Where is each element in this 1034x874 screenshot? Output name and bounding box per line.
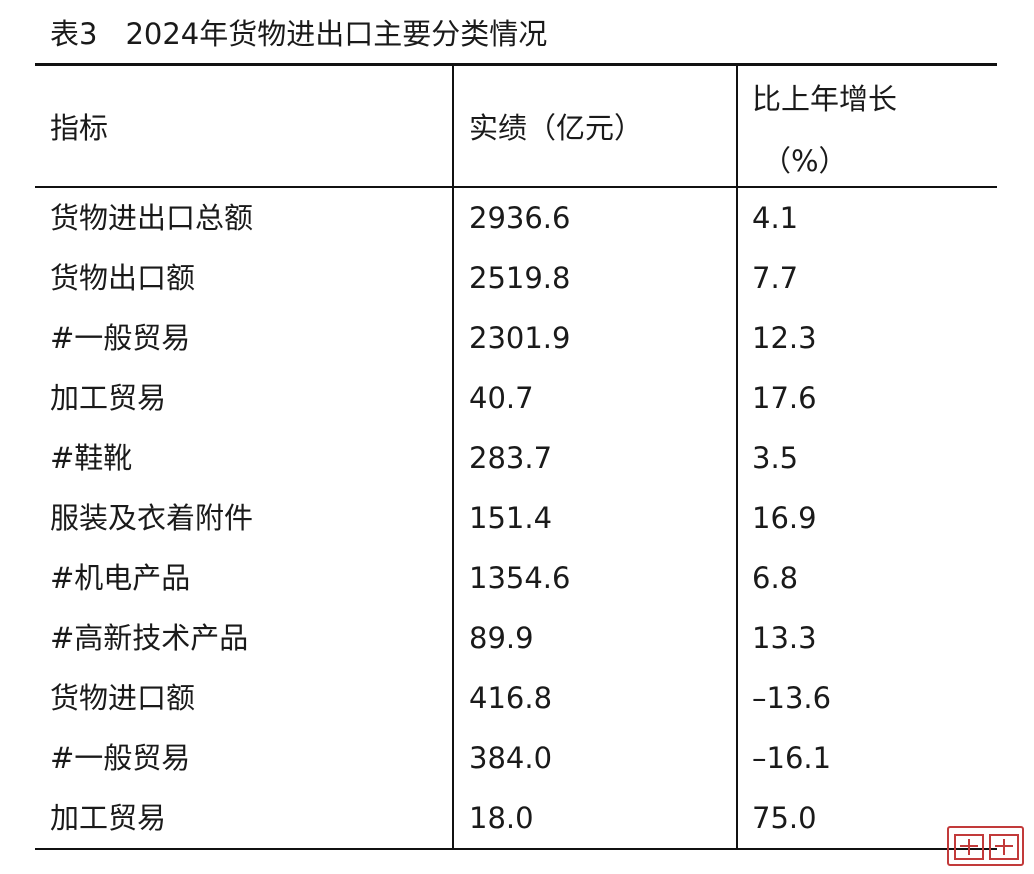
table-caption: 表3 2024年货物进出口主要分类情况 <box>50 12 547 56</box>
table-title: 2024年货物进出口主要分类情况 <box>125 17 548 51</box>
table-row: 加工贸易 18.0 75.0 <box>0 788 1034 848</box>
row-growth: 17.6 <box>752 381 817 415</box>
row-indicator: #鞋靴 <box>50 441 133 475</box>
row-value: 384.0 <box>469 741 553 775</box>
row-growth: 12.3 <box>752 321 817 355</box>
table-row: #高新技术产品 89.9 13.3 <box>0 608 1034 668</box>
column-divider <box>452 65 454 849</box>
table-row: #鞋靴 283.7 3.5 <box>0 428 1034 488</box>
row-growth: 13.3 <box>752 621 817 655</box>
seal-glyph-icon <box>989 834 1019 860</box>
header-indicator: 指标 <box>50 111 109 145</box>
row-indicator: #机电产品 <box>50 561 191 595</box>
table-header-rule <box>35 186 997 188</box>
table-row: #一般贸易 2301.9 12.3 <box>0 308 1034 368</box>
header-growth: 比上年增长 <box>752 82 898 116</box>
seal-glyph-icon <box>954 834 984 860</box>
row-value: 40.7 <box>469 381 534 415</box>
row-indicator: #一般贸易 <box>50 321 191 355</box>
row-indicator: 加工贸易 <box>50 801 167 835</box>
table-row: #机电产品 1354.6 6.8 <box>0 548 1034 608</box>
row-value: 89.9 <box>469 621 534 655</box>
row-value: 151.4 <box>469 501 553 535</box>
table-row: 货物出口额 2519.8 7.7 <box>0 248 1034 308</box>
row-growth: 75.0 <box>752 801 817 835</box>
row-value: 283.7 <box>469 441 553 475</box>
row-growth: 4.1 <box>752 201 799 235</box>
row-value: 2519.8 <box>469 261 571 295</box>
table-top-rule <box>35 63 997 66</box>
row-value: 2936.6 <box>469 201 571 235</box>
row-indicator: #高新技术产品 <box>50 621 249 655</box>
table-row: 货物进出口总额 2936.6 4.1 <box>0 188 1034 248</box>
seal-stamp-icon <box>947 826 1024 866</box>
row-value: 1354.6 <box>469 561 571 595</box>
row-growth: 6.8 <box>752 561 799 595</box>
row-growth: –13.6 <box>752 681 832 715</box>
table-row: #一般贸易 384.0 –16.1 <box>0 728 1034 788</box>
table-number: 表3 <box>50 17 98 51</box>
row-value: 18.0 <box>469 801 534 835</box>
table-row: 货物进口额 416.8 –13.6 <box>0 668 1034 728</box>
row-indicator: 货物进口额 <box>50 681 196 715</box>
column-divider <box>736 65 738 849</box>
row-indicator: #一般贸易 <box>50 741 191 775</box>
table-row: 服装及衣着附件 151.4 16.9 <box>0 488 1034 548</box>
header-growth-unit: （%） <box>762 144 848 178</box>
row-growth: 3.5 <box>752 441 799 475</box>
table-row: 加工贸易 40.7 17.6 <box>0 368 1034 428</box>
row-indicator: 货物出口额 <box>50 261 196 295</box>
row-indicator: 货物进出口总额 <box>50 201 254 235</box>
header-value: 实绩（亿元） <box>469 111 644 145</box>
row-growth: –16.1 <box>752 741 832 775</box>
row-growth: 7.7 <box>752 261 799 295</box>
row-growth: 16.9 <box>752 501 817 535</box>
row-value: 416.8 <box>469 681 553 715</box>
row-value: 2301.9 <box>469 321 571 355</box>
table-bottom-rule <box>35 848 997 850</box>
row-indicator: 加工贸易 <box>50 381 167 415</box>
row-indicator: 服装及衣着附件 <box>50 501 254 535</box>
